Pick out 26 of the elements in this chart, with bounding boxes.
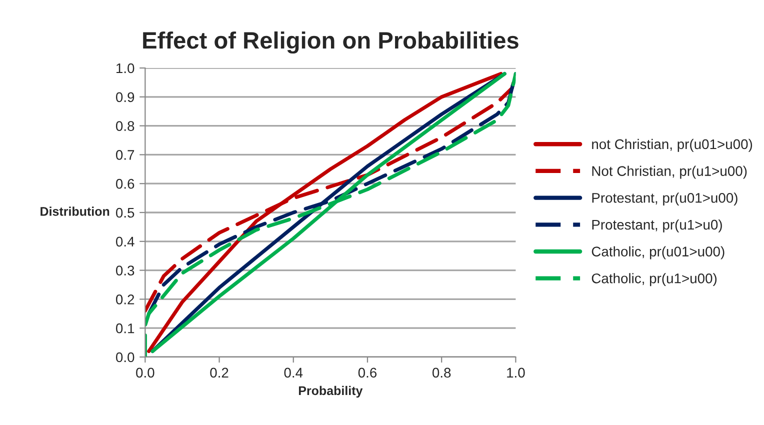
chart-title: Effect of Religion on Probabilities: [143, 31, 518, 54]
x-axis-title: Probability: [298, 386, 363, 398]
y-tick-label: 0.9: [116, 92, 134, 102]
y-tick-label: 0.8: [116, 121, 134, 131]
y-axis-title: Distribution: [40, 206, 110, 216]
legend-label: not Christian, pr(u01>u00): [592, 138, 752, 152]
y-tick-label: 0.5: [116, 208, 134, 218]
legend-label: Not Christian, pr(u1>u00): [592, 166, 747, 179]
x-tick-label: 0.6: [358, 368, 377, 378]
y-tick-label: 0.3: [116, 266, 134, 276]
y-tick-label: 0.0: [116, 352, 134, 362]
y-tick-label: 0.2: [116, 294, 134, 304]
legend-label: Catholic, pr(u01>u00): [592, 246, 724, 260]
y-tick-label: 0.6: [116, 178, 134, 189]
x-tick-label: 1.0: [507, 368, 525, 378]
x-tick-label: 0.8: [432, 368, 451, 378]
x-tick-label: 0.4: [284, 368, 303, 378]
y-tick-label: 0.7: [116, 150, 134, 160]
legend-label: Protestant, pr(u1>u0): [592, 219, 722, 232]
legend-label: Catholic, pr(u1>u00): [592, 273, 717, 286]
y-tick-label: 0.1: [116, 323, 134, 334]
x-tick-label: 0.2: [210, 368, 228, 378]
y-tick-label: 1.0: [116, 63, 134, 74]
y-tick-label: 0.4: [116, 236, 134, 247]
legend-label: Protestant, pr(u01>u00): [592, 192, 738, 206]
x-tick-label: 0.0: [136, 368, 154, 378]
